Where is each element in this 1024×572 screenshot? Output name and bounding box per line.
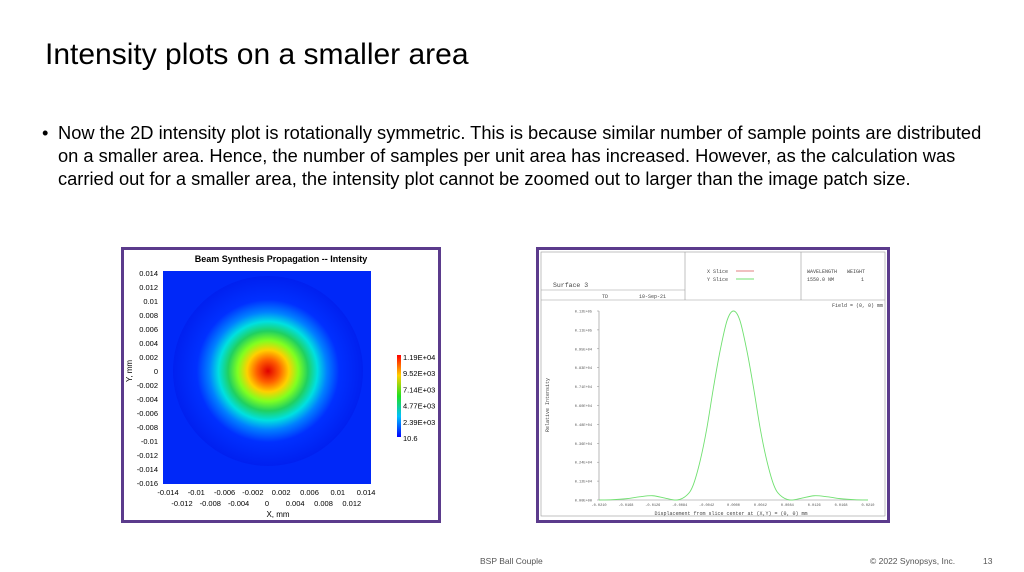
heatmap-x-tick: 0.01 xyxy=(330,488,345,497)
colorbar-label: 4.77E+03 xyxy=(403,402,435,411)
date: 10-Sep-21 xyxy=(639,294,666,300)
slide-title: Intensity plots on a smaller area xyxy=(45,38,469,71)
heatmap-y-tick: 0.002 xyxy=(139,353,158,362)
slice-x-tick: -0.0126 xyxy=(645,504,660,508)
colorbar-label: 2.39E+03 xyxy=(403,418,435,427)
slice-y-tick: 0.36E+04 xyxy=(575,443,592,447)
slice-x-tick: 0.0210 xyxy=(862,504,875,508)
heatmap-y-tick: 0.008 xyxy=(139,311,158,320)
heatmap-y-tick: 0 xyxy=(154,367,158,376)
heatmap-y-tick: -0.01 xyxy=(141,437,158,446)
slice-x-tick: -0.0210 xyxy=(591,504,606,508)
slice-x-tick: 0.0000 xyxy=(727,504,740,508)
slice-x-tick: 0.0126 xyxy=(808,504,821,508)
heatmap-y-tick: 0.014 xyxy=(139,269,158,278)
slice-y-tick: 0.12E+04 xyxy=(575,481,592,485)
intensity-heatmap-figure: Beam Synthesis Propagation -- Intensity … xyxy=(121,247,441,523)
heatmap-x-tick: 0.006 xyxy=(300,488,319,497)
slice-y-tick: 0.00E+00 xyxy=(575,500,592,504)
slice-plot-svg: Surface 3 TD 10-Sep-21 X Slice Y Slice W… xyxy=(540,251,886,517)
slice-x-tick: -0.0084 xyxy=(672,504,687,508)
legend-x-slice: X Slice xyxy=(707,269,728,275)
heatmap-x-tick: -0.006 xyxy=(214,488,235,497)
wavelength-label: WAVELENGTH xyxy=(807,269,837,275)
heatmap-x-tick: -0.008 xyxy=(200,499,221,508)
slice-y-tick: 0.95E+04 xyxy=(575,348,592,352)
initials: TD xyxy=(602,294,608,300)
heatmap-xlabel: X, mm xyxy=(266,510,289,519)
heatmap-y-tick: -0.004 xyxy=(137,395,158,404)
heatmap-x-tick: -0.012 xyxy=(171,499,192,508)
series-line-y-slice xyxy=(598,310,869,501)
heatmap-x-tick: 0.008 xyxy=(314,499,333,508)
colorbar-label: 7.14E+03 xyxy=(403,385,435,394)
footer-center: BSP Ball Couple xyxy=(480,556,543,566)
colorbar-label: 1.19E+04 xyxy=(403,353,435,362)
colorbar-label: 9.52E+03 xyxy=(403,369,435,378)
bullet-item: • Now the 2D intensity plot is rotationa… xyxy=(42,121,992,190)
slice-y-tick: 0.60E+04 xyxy=(575,405,592,409)
heatmap-x-tick: -0.014 xyxy=(157,488,178,497)
heatmap-svg: Beam Synthesis Propagation -- Intensity … xyxy=(125,254,435,519)
slice-x-tick: -0.0168 xyxy=(618,504,633,508)
heatmap-x-tick: 0.012 xyxy=(342,499,361,508)
heatmap-y-tick: -0.012 xyxy=(137,451,158,460)
intensity-spot xyxy=(173,276,363,466)
heatmap-y-tick: 0.012 xyxy=(139,283,158,292)
slice-y-tick: 0.24E+04 xyxy=(575,462,592,466)
field-label: Field = (0, 0) mm xyxy=(832,303,883,309)
weight-label: WEIGHT xyxy=(847,269,865,275)
heatmap-x-tick: 0.002 xyxy=(272,488,291,497)
footer-copyright: © 2022 Synopsys, Inc. xyxy=(870,556,956,566)
colorbar xyxy=(397,355,401,437)
slice-xlabel: Displacement from slice center at (X,Y) … xyxy=(654,511,807,517)
heatmap-y-tick: 0.004 xyxy=(139,339,158,348)
colorbar-label: 10.6 xyxy=(403,434,418,443)
slice-ylabel: Relative Intensity xyxy=(545,378,551,432)
heatmap-x-tick: 0.004 xyxy=(286,499,305,508)
slice-x-tick: 0.0084 xyxy=(781,504,794,508)
heatmap-y-tick: 0.01 xyxy=(143,297,158,306)
bullet-text: Now the 2D intensity plot is rotationall… xyxy=(58,122,982,189)
heatmap-y-tick: 0.006 xyxy=(139,325,158,334)
heatmap-x-tick: 0 xyxy=(265,499,269,508)
legend-y-slice: Y Slice xyxy=(707,277,728,283)
heatmap-title: Beam Synthesis Propagation -- Intensity xyxy=(195,254,368,264)
slice-x-tick: -0.0042 xyxy=(699,504,714,508)
heatmap-x-tick: -0.01 xyxy=(188,488,205,497)
slice-plot-figure: Surface 3 TD 10-Sep-21 X Slice Y Slice W… xyxy=(536,247,890,523)
weight-value: 1 xyxy=(861,277,864,283)
heatmap-y-tick: -0.002 xyxy=(137,381,158,390)
slice-y-tick: 0.83E+04 xyxy=(575,367,592,371)
slice-x-tick: 0.0168 xyxy=(835,504,848,508)
heatmap-x-tick: -0.004 xyxy=(228,499,249,508)
heatmap-y-tick: -0.008 xyxy=(137,423,158,432)
page-number: 13 xyxy=(983,556,993,566)
slice-y-tick: 0.48E+04 xyxy=(575,424,592,428)
surface-label: Surface 3 xyxy=(553,282,588,289)
slice-x-tick: 0.0042 xyxy=(754,504,767,508)
heatmap-y-tick: -0.014 xyxy=(137,465,158,474)
heatmap-x-tick: -0.002 xyxy=(242,488,263,497)
bullet-dot: • xyxy=(42,122,49,143)
heatmap-y-tick: -0.006 xyxy=(137,409,158,418)
wavelength-value: 1550.0 NM xyxy=(807,277,834,283)
slice-y-tick: 0.12E+05 xyxy=(575,311,592,315)
heatmap-ylabel: Y, mm xyxy=(125,360,134,382)
heatmap-x-tick: 0.014 xyxy=(357,488,376,497)
slice-y-tick: 0.71E+04 xyxy=(575,386,592,390)
slice-y-tick: 0.11E+05 xyxy=(575,329,592,333)
heatmap-y-tick: -0.016 xyxy=(137,479,158,488)
